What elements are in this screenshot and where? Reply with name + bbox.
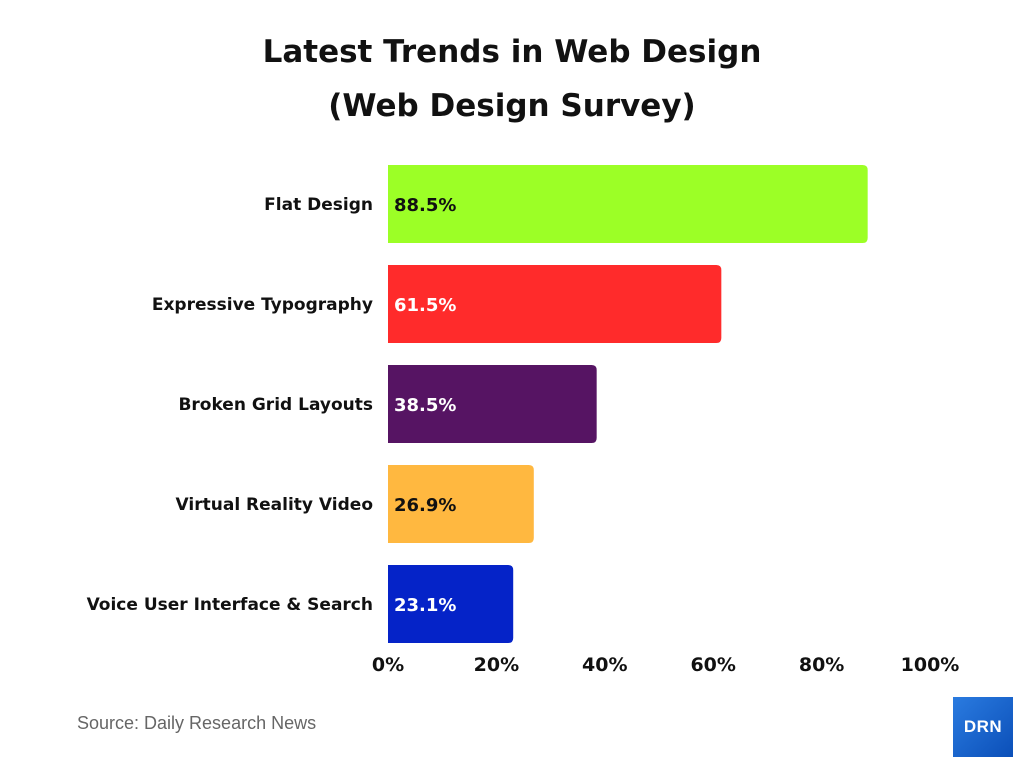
bar [388, 165, 868, 243]
category-label: Flat Design [264, 195, 373, 215]
category-label: Expressive Typography [152, 295, 373, 315]
source-note: Source: Daily Research News [77, 713, 317, 733]
data-label: 38.5% [394, 395, 456, 416]
bar [388, 265, 722, 343]
bar [388, 465, 534, 543]
x-tick-label: 80% [799, 654, 844, 676]
category-label: Broken Grid Layouts [178, 395, 373, 415]
x-tick-label: 40% [582, 654, 627, 676]
chart-subtitle: (Web Design Survey) [328, 88, 696, 124]
drn-logo: DRN [953, 697, 1013, 757]
category-label: Voice User Interface & Search [87, 595, 373, 615]
bar-chart: Flat Design 88.5% Expressive Typography 61.… [87, 165, 960, 676]
data-label: 88.5% [394, 195, 456, 216]
data-label: 23.1% [394, 595, 456, 616]
x-tick-label: 60% [690, 654, 735, 676]
chart-title: Latest Trends in Web Design [262, 34, 762, 70]
x-tick-label: 0% [372, 654, 404, 676]
x-tick-label: 100% [901, 654, 960, 676]
category-label: Virtual Reality Video [176, 495, 373, 515]
data-label: 61.5% [394, 295, 456, 316]
data-label: 26.9% [394, 495, 456, 516]
x-tick-label: 20% [474, 654, 519, 676]
bar [388, 365, 597, 443]
bar [388, 565, 514, 643]
